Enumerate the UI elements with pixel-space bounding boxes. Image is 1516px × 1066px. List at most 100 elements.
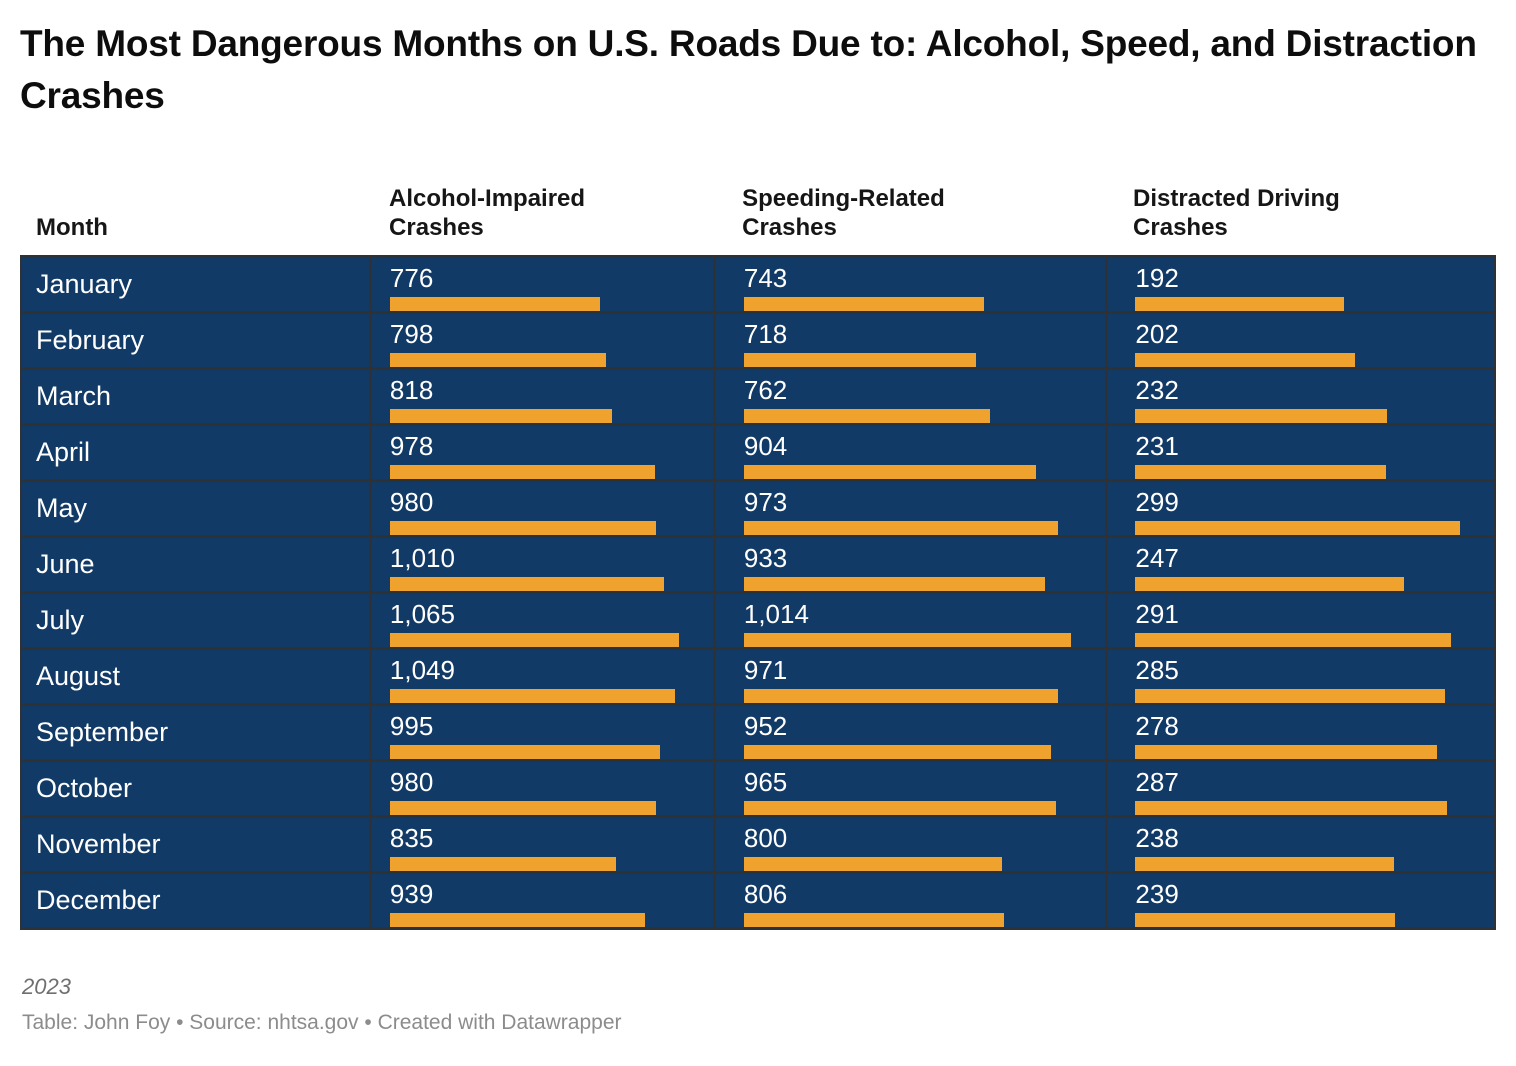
cell-bar	[1135, 801, 1447, 815]
table-cell-value: 980	[371, 482, 713, 535]
table-cell-value: 299	[1108, 482, 1494, 535]
table-cell-value: 800	[715, 818, 1106, 871]
cell-bar	[1135, 689, 1445, 703]
table-row-month: October	[22, 762, 369, 815]
cell-bar	[1135, 745, 1438, 759]
cell-number: 718	[743, 319, 788, 349]
cell-number: 285	[1135, 655, 1179, 685]
cell-number: 995	[389, 711, 434, 741]
table-cell-value: 798	[371, 314, 713, 367]
table-row-month: December	[22, 874, 369, 927]
table-cell-value: 965	[715, 762, 1106, 815]
cell-number: 965	[743, 767, 788, 797]
footer-attribution: Table: John Foy • Source: nhtsa.gov • Cr…	[22, 1011, 622, 1034]
table-row-month: May	[22, 482, 369, 535]
cell-number: 800	[743, 823, 788, 853]
table-row-month: March	[22, 370, 369, 423]
cell-number: 192	[1135, 263, 1179, 293]
cell-bar	[743, 801, 1056, 815]
cell-bar	[1135, 409, 1388, 423]
table-cell-value: 718	[715, 314, 1106, 367]
cell-number: 980	[389, 767, 434, 797]
cell-bar	[1135, 353, 1355, 367]
cell-number: 798	[389, 319, 434, 349]
cell-bar	[743, 353, 976, 367]
cell-number: 287	[1135, 767, 1179, 797]
cell-bar	[389, 913, 645, 927]
cell-number: 231	[1135, 431, 1179, 461]
cell-number: 971	[743, 655, 788, 685]
cell-bar	[1135, 857, 1394, 871]
cell-bar	[389, 521, 656, 535]
table-cell-value: 1,049	[371, 650, 713, 703]
table-body: January 776 743 192 February 798 718 202 March 81…	[20, 255, 1496, 930]
table-cell-value: 806	[715, 874, 1106, 927]
column-header-alcohol: Alcohol-Impaired Crashes	[389, 185, 586, 241]
cell-bar	[389, 633, 679, 647]
table-row-month: June	[22, 538, 369, 591]
cell-number: 973	[743, 487, 788, 517]
cell-number: 299	[1135, 487, 1179, 517]
table-cell-value: 978	[371, 426, 713, 479]
table-cell-value: 973	[715, 482, 1106, 535]
table-cell-value: 1,065	[371, 594, 713, 647]
table-cell-value: 231	[1108, 426, 1494, 479]
cell-bar	[389, 409, 612, 423]
table-row-month: April	[22, 426, 369, 479]
cell-number: 952	[743, 711, 788, 741]
cell-number: 1,065	[389, 599, 455, 629]
table-row-month: August	[22, 650, 369, 703]
cell-bar	[389, 801, 656, 815]
cell-bar	[743, 521, 1059, 535]
table-row-month: September	[22, 706, 369, 759]
table-row-month: February	[22, 314, 369, 367]
footer-note: 2023	[22, 974, 71, 999]
cell-bar	[389, 745, 660, 759]
chart-title: The Most Dangerous Months on U.S. Roads …	[20, 23, 1477, 116]
cell-bar	[389, 689, 675, 703]
table-cell-value: 762	[715, 370, 1106, 423]
cell-number: 776	[389, 263, 434, 293]
cell-bar	[743, 409, 991, 423]
cell-number: 239	[1135, 879, 1179, 909]
table-header-row: Month Alcohol-Impaired Crashes Speeding-…	[20, 184, 1496, 255]
cell-bar	[743, 913, 1005, 927]
table-cell-value: 818	[371, 370, 713, 423]
cell-bar	[743, 577, 1046, 591]
cell-number: 238	[1135, 823, 1179, 853]
cell-number: 978	[389, 431, 434, 461]
cell-number: 1,049	[389, 655, 455, 685]
cell-number: 806	[743, 879, 788, 909]
cell-number: 904	[743, 431, 788, 461]
cell-number: 202	[1135, 319, 1179, 349]
cell-number: 939	[389, 879, 434, 909]
cell-bar	[1135, 297, 1344, 311]
cell-bar	[389, 353, 607, 367]
table-row-month: July	[22, 594, 369, 647]
cell-bar	[743, 465, 1036, 479]
cell-number: 247	[1135, 543, 1179, 573]
cell-bar	[1135, 521, 1460, 535]
column-header-speeding: Speeding-Related Crashes	[742, 185, 945, 241]
table-cell-value: 835	[371, 818, 713, 871]
cell-bar	[389, 297, 601, 311]
cell-number: 762	[743, 375, 788, 405]
cell-number: 835	[389, 823, 434, 853]
table-cell-value: 743	[715, 258, 1106, 311]
cell-number: 818	[389, 375, 434, 405]
cell-number: 1,010	[389, 543, 455, 573]
cell-bar	[743, 689, 1058, 703]
table-cell-value: 939	[371, 874, 713, 927]
table-cell-value: 202	[1108, 314, 1494, 367]
cell-number: 980	[389, 487, 434, 517]
cell-number: 291	[1135, 599, 1179, 629]
table-cell-value: 1,014	[715, 594, 1106, 647]
cell-bar	[743, 297, 984, 311]
cell-bar	[1135, 913, 1395, 927]
table-cell-value: 285	[1108, 650, 1494, 703]
cell-bar	[743, 857, 1003, 871]
cell-bar	[389, 577, 664, 591]
table-cell-value: 278	[1108, 706, 1494, 759]
table-cell-value: 287	[1108, 762, 1494, 815]
